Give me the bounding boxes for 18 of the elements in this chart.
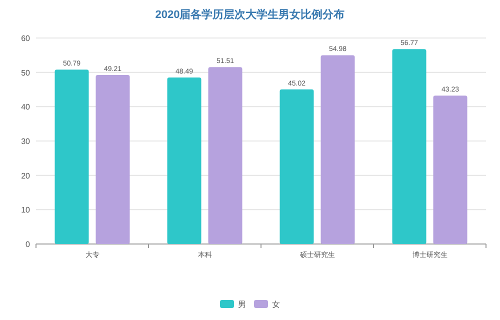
legend-label: 女 xyxy=(272,300,280,309)
y-tick-label: 30 xyxy=(21,137,31,146)
y-tick-label: 10 xyxy=(21,206,31,215)
bar xyxy=(392,49,426,244)
bar xyxy=(167,78,202,244)
y-tick-label: 0 xyxy=(26,240,31,249)
chart-title: 2020届各学历层次大学生男女比例分布 xyxy=(155,8,345,21)
bar xyxy=(96,75,130,244)
legend-label: 男 xyxy=(238,300,246,309)
bar xyxy=(433,96,468,244)
bar xyxy=(54,70,89,244)
bar xyxy=(280,89,314,244)
bar xyxy=(320,55,355,244)
y-tick-label: 60 xyxy=(21,34,31,43)
y-tick-label: 50 xyxy=(21,68,31,78)
y-tick-label: 20 xyxy=(21,171,31,180)
y-tick-label: 40 xyxy=(21,102,31,112)
bar xyxy=(208,67,242,244)
